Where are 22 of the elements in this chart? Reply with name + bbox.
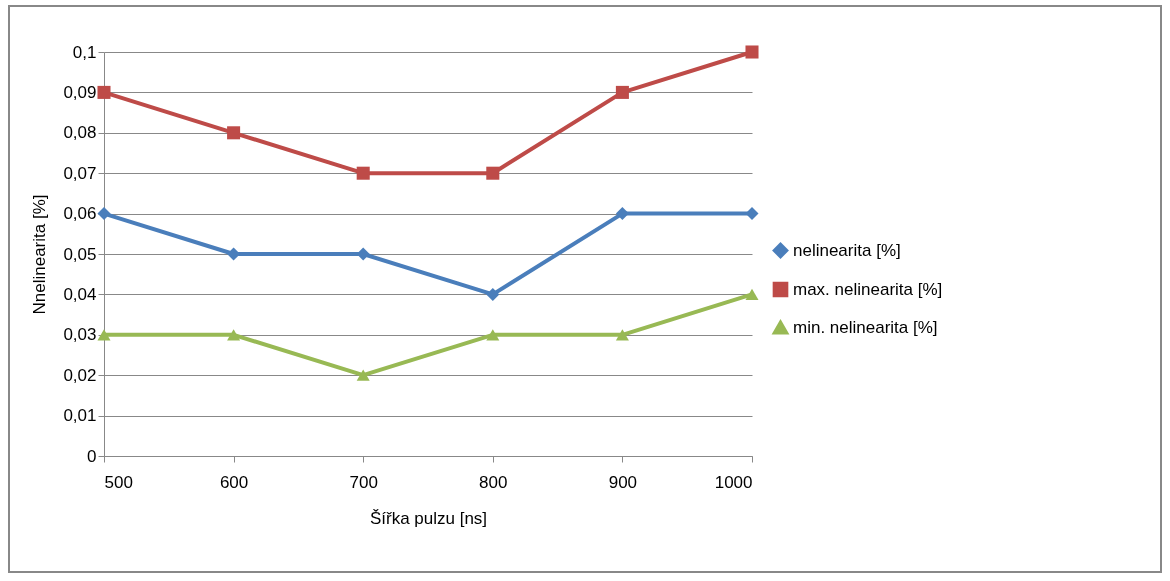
y-tick-label: 0,03 xyxy=(63,325,97,345)
y-axis-title: Nnelinearita [%] xyxy=(30,194,50,315)
x-axis-title: Šířka pulzu [ns] xyxy=(369,508,488,528)
legend-label: min. nelinearita [%] xyxy=(793,317,938,337)
y-tick-label: 0 xyxy=(87,446,97,466)
x-tick-label: 700 xyxy=(349,472,378,492)
y-tick-label: 0,07 xyxy=(63,163,97,183)
y-tick-label: 0,02 xyxy=(63,365,97,385)
y-tick-label: 0,05 xyxy=(63,244,97,264)
y-tick-label: 0,01 xyxy=(63,406,97,426)
y-tick-label: 0,08 xyxy=(63,123,97,143)
y-tick-label: 0,1 xyxy=(72,42,97,62)
y-tick-label: 0,09 xyxy=(63,82,97,102)
x-tick-label: 800 xyxy=(479,472,508,492)
legend-label: max. nelinearita [%] xyxy=(793,279,943,299)
x-tick-label: 900 xyxy=(608,472,638,492)
x-tick-label: 1000 xyxy=(714,472,753,492)
x-tick-label: 500 xyxy=(104,472,133,492)
x-tick-label: 600 xyxy=(219,472,249,492)
legend-label: nelinearita [%] xyxy=(793,240,901,260)
y-tick-label: 0,06 xyxy=(63,204,97,224)
y-tick-label: 0,04 xyxy=(63,284,97,304)
